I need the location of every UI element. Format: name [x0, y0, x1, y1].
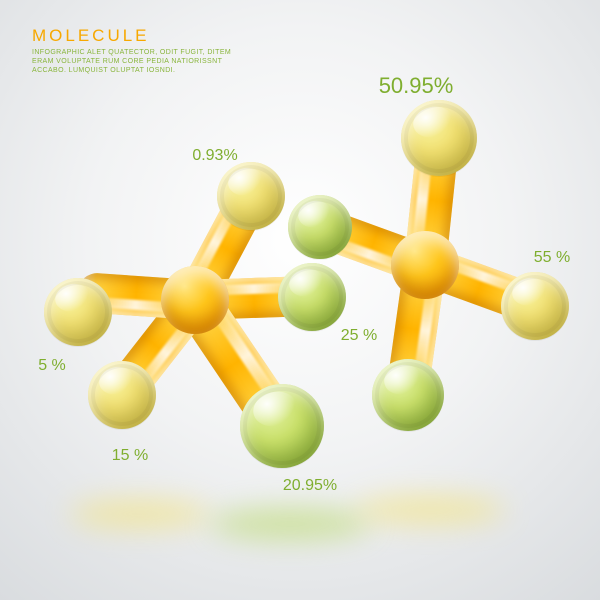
percent-label: 5 % — [38, 357, 66, 375]
percent-label: 50.95% — [379, 73, 454, 99]
molecule-hub — [161, 266, 229, 334]
atom-node — [217, 162, 285, 230]
atom-node — [288, 195, 352, 259]
atom-node — [372, 359, 444, 431]
percent-label: 15 % — [112, 447, 148, 465]
atom-node — [88, 361, 156, 429]
atom-node — [401, 100, 477, 176]
atom-node — [501, 272, 569, 340]
percent-label: 25 % — [341, 327, 377, 345]
atom-node — [240, 384, 324, 468]
diagram-stage: 0.93% 50.95% 55 % 25 % 20.95% 15 % 5 % — [0, 0, 600, 600]
floor-glow — [355, 496, 505, 524]
atom-node — [44, 278, 112, 346]
floor-glow — [210, 508, 370, 540]
percent-label: 55 % — [534, 249, 570, 267]
atom-node — [278, 263, 346, 331]
percent-label: 0.93% — [192, 147, 237, 165]
percent-label: 20.95% — [283, 477, 337, 495]
molecule-hub — [391, 231, 459, 299]
floor-glow — [70, 500, 210, 528]
